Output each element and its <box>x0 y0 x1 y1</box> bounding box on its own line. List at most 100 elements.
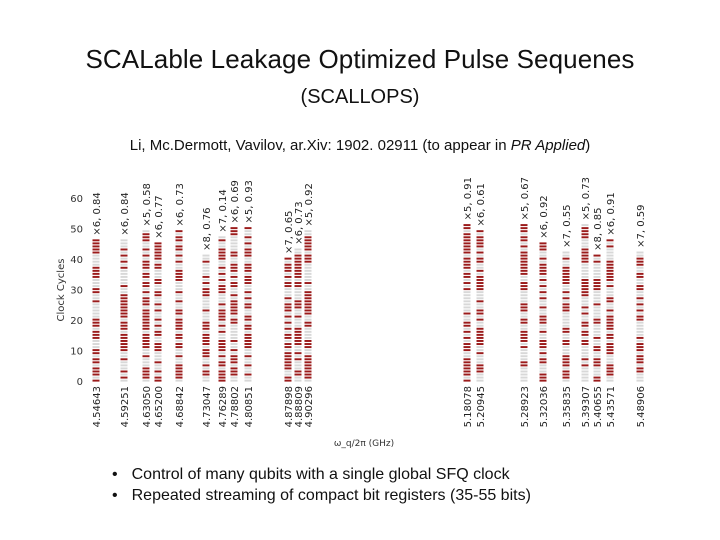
pulse-cell <box>120 333 128 336</box>
x-axis-label: ω_q/2π (GHz) <box>334 439 394 449</box>
column-annotation: ×6, 0.73 <box>175 183 186 226</box>
idle-cell <box>120 257 128 260</box>
idle-cell <box>562 349 570 352</box>
idle-cell <box>142 306 150 309</box>
idle-cell <box>304 315 312 318</box>
idle-cell <box>294 321 302 324</box>
pulse-cell <box>304 294 312 297</box>
pulse-cell <box>244 242 252 245</box>
pulse-cell <box>142 285 150 288</box>
pulse-cell <box>476 364 484 367</box>
pulse-cell <box>202 282 210 284</box>
pulse-cell <box>593 376 601 379</box>
idle-cell <box>636 364 644 367</box>
frequency-label: 4.65200 <box>154 386 165 427</box>
pulse-cell <box>606 309 614 312</box>
idle-cell <box>304 230 312 233</box>
idle-cell <box>539 370 547 373</box>
pulse-cell <box>463 346 471 349</box>
pulse-cell <box>636 275 644 278</box>
pulse-cell <box>230 275 238 278</box>
pulse-cell <box>581 248 589 251</box>
column-annotation: ×6, 0.84 <box>92 192 103 235</box>
idle-cell <box>636 379 644 382</box>
pulse-cell <box>463 233 471 236</box>
idle-cell <box>593 291 601 294</box>
pulse-cell <box>175 333 183 336</box>
pulse-cell <box>218 379 226 382</box>
pulse-cell <box>284 376 292 379</box>
pulse-cell <box>520 346 528 349</box>
pulse-cell <box>562 370 570 373</box>
idle-cell <box>294 379 302 382</box>
pulse-cell <box>202 373 210 376</box>
idle-cell <box>120 269 128 272</box>
pulse-cell <box>230 233 238 236</box>
idle-cell <box>562 352 570 355</box>
pulse-cell <box>294 254 302 257</box>
pulse-cell <box>539 266 547 269</box>
pulse-cell <box>539 318 547 321</box>
pulse-cell <box>581 306 589 309</box>
idle-cell <box>284 324 292 327</box>
pulse-cell <box>154 303 162 306</box>
idle-cell <box>230 379 238 382</box>
pulse-cell <box>244 282 252 284</box>
pulse-cell <box>230 361 238 364</box>
pulse-cell <box>218 279 226 281</box>
pulse-cell <box>304 346 312 349</box>
idle-cell <box>284 312 292 315</box>
pulse-cell <box>593 285 601 288</box>
idle-cell <box>463 376 471 379</box>
idle-cell <box>593 294 601 297</box>
bullet-item: Repeated streaming of compact bit regist… <box>112 485 531 506</box>
idle-cell <box>593 373 601 376</box>
idle-cell <box>175 340 183 342</box>
idle-cell <box>476 233 484 236</box>
idle-cell <box>120 330 128 333</box>
idle-cell <box>581 245 589 248</box>
idle-cell <box>581 239 589 242</box>
idle-cell <box>120 242 128 245</box>
pulse-cell <box>476 279 484 281</box>
pulse-cell <box>593 318 601 321</box>
column-annotation: ×5, 0.73 <box>581 177 592 220</box>
pulse-cell <box>304 373 312 376</box>
qubit-column: 4.90296 ×5, 0.92 <box>304 183 315 427</box>
idle-cell <box>175 263 183 266</box>
idle-cell <box>142 279 150 281</box>
idle-cell <box>154 358 162 361</box>
pulse-cell <box>476 242 484 245</box>
idle-cell <box>476 379 484 382</box>
pulse-cell <box>562 340 570 342</box>
frequency-label: 4.88809 <box>294 386 305 427</box>
pulse-cell <box>142 367 150 370</box>
pulse-cell <box>636 367 644 370</box>
pulse-cell <box>581 282 589 284</box>
pulse-cell <box>120 248 128 251</box>
idle-cell <box>593 367 601 370</box>
pulse-cell <box>463 227 471 230</box>
idle-cell <box>92 254 100 257</box>
pulse-cell <box>562 269 570 272</box>
pulse-cell <box>606 343 614 345</box>
pulse-cell <box>202 327 210 330</box>
idle-cell <box>120 373 128 376</box>
pulse-cell <box>593 336 601 339</box>
pulse-cell <box>142 303 150 306</box>
pulse-cell <box>154 309 162 312</box>
column-annotation: ×7, 0.59 <box>636 204 647 247</box>
pulse-cell <box>304 291 312 294</box>
idle-cell <box>244 230 252 233</box>
pulse-cell <box>562 327 570 330</box>
idle-cell <box>606 376 614 379</box>
column-annotation: ×5, 0.93 <box>244 180 255 223</box>
idle-cell <box>284 294 292 297</box>
pulse-cell <box>175 230 183 233</box>
pulse-cell <box>142 333 150 336</box>
pulse-cell <box>230 263 238 266</box>
pulse-cell <box>175 275 183 278</box>
idle-cell <box>175 315 183 318</box>
pulse-cell <box>175 318 183 321</box>
pulse-cell <box>244 346 252 349</box>
